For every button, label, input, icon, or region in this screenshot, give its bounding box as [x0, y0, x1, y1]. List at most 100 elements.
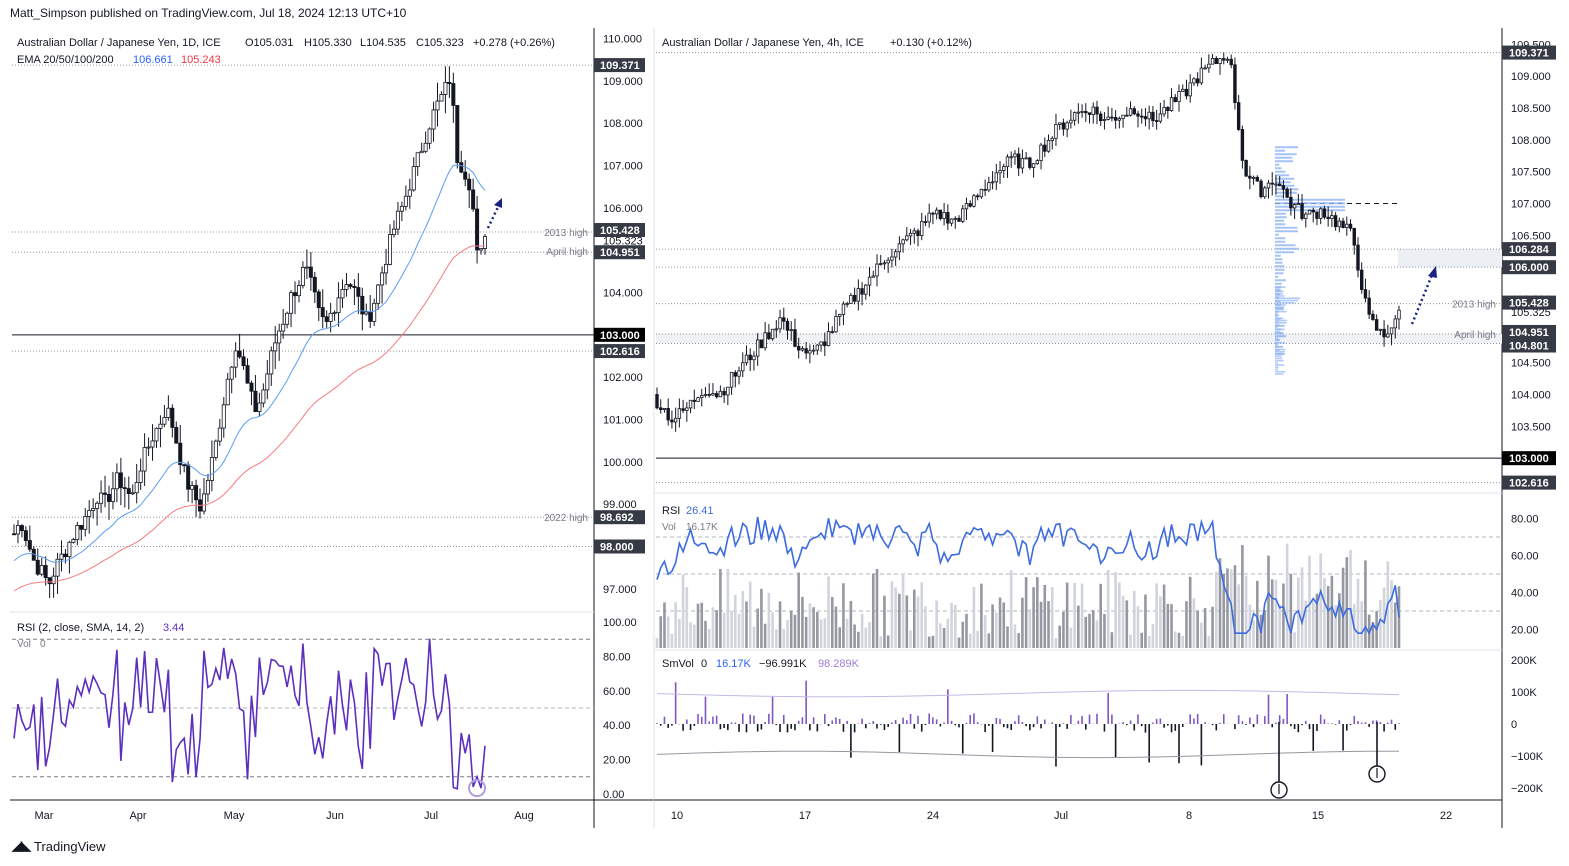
right-volume-bar: [845, 618, 849, 648]
right-volume-bar: [696, 603, 700, 648]
right-price-pane[interactable]: 109.500109.000108.500108.000107.500107.0…: [655, 39, 1556, 490]
right-price-label: 105.325: [1511, 307, 1551, 319]
left-candle-body: [106, 493, 111, 502]
right-candle-body: [1367, 297, 1371, 315]
right-volume-profile-bar: [1275, 348, 1286, 351]
right-rsi-pane[interactable]: 80.00 60.00 40.00 20.00: [655, 514, 1539, 649]
right-volume-bar: [1159, 596, 1162, 648]
right-vol-legend: Vol: [662, 522, 676, 533]
left-candle-body: [103, 492, 108, 495]
left-candle-body: [178, 442, 183, 466]
right-candle-body: [867, 276, 872, 286]
right-volume-bar: [670, 633, 674, 648]
left-legend-open: O105.031: [245, 37, 293, 49]
left-candle-body: [217, 427, 222, 442]
right-volume-bar: [819, 619, 823, 648]
right-candle-body: [752, 355, 756, 361]
right-volume-bar: [883, 595, 886, 648]
right-volume-bar: [719, 568, 722, 648]
right-candle-body: [1322, 208, 1327, 218]
left-price-label-text: 105.323: [603, 235, 643, 247]
right-candle-body: [975, 195, 980, 198]
right-candle-body: [1352, 227, 1356, 246]
right-volume-bar: [1241, 545, 1244, 648]
left-level-note: 2013 high: [544, 228, 588, 239]
right-candle-body: [841, 303, 846, 315]
right-volume-profile-bar: [1275, 216, 1287, 219]
left-candle-body: [249, 382, 254, 392]
left-rsi-oversold-circle-icon: [468, 779, 487, 798]
right-candle-body: [1140, 115, 1144, 118]
left-price-tick: 104.000: [603, 287, 643, 299]
right-volume-profile-bar: [1275, 282, 1282, 285]
right-price-label-bg: [1502, 242, 1556, 257]
left-rsi-pane[interactable]: 100.00 80.00 60.00 40.00 20.00 0.00 Mar Apr May J…: [12, 617, 637, 822]
left-candle-body: [43, 565, 48, 579]
right-candle-body: [1095, 106, 1099, 115]
right-candle-body: [1266, 182, 1271, 189]
right-volume-bar: [842, 583, 845, 648]
right-candle-body: [733, 372, 738, 377]
right-candle-body: [1166, 106, 1170, 112]
right-volume-profile-bar: [1275, 230, 1298, 233]
right-x-tick: 17: [799, 810, 811, 822]
right-candle-body: [677, 408, 682, 419]
right-candle-body: [1274, 183, 1278, 186]
right-candle-body: [908, 232, 913, 237]
right-candle-body: [1195, 78, 1200, 84]
right-smvol-pane[interactable]: 200K 100K 0 −100K −200K 10 17 24 Jul 8 15 22: [656, 655, 1544, 822]
right-volume-profile-bar: [1275, 261, 1283, 264]
right-volume-bar: [1270, 579, 1274, 648]
right-candle-body: [979, 188, 984, 198]
right-candle-body: [1020, 157, 1025, 169]
right-volume-bar: [905, 595, 909, 648]
right-volume-bar: [1330, 575, 1334, 648]
right-candle-body: [1281, 185, 1286, 190]
right-candle-body: [1016, 153, 1021, 169]
right-volume-bar: [1192, 598, 1196, 648]
right-candle-body: [1099, 113, 1103, 122]
right-volume-bar: [1390, 580, 1393, 648]
right-candle-body: [1154, 120, 1159, 122]
right-candle-body: [1057, 122, 1062, 125]
right-volume-bar: [912, 589, 916, 648]
right-candle-body: [931, 212, 935, 215]
right-candle-body: [964, 203, 969, 210]
right-candle-body: [942, 212, 946, 219]
right-volume-profile-bar: [1275, 313, 1278, 315]
right-volume-profile-bar: [1275, 321, 1287, 324]
right-volume-bar: [1181, 635, 1185, 648]
right-candle-body: [1147, 111, 1151, 120]
right-volume-profile-bar: [1275, 370, 1286, 373]
right-price-label-bg: [1502, 45, 1556, 60]
left-candle-body: [166, 407, 171, 418]
right-volume-profile-bar: [1275, 160, 1294, 163]
right-candle-body: [1177, 91, 1181, 103]
left-candle-body: [467, 178, 472, 191]
right-candle-body: [662, 408, 667, 411]
right-candle-body: [714, 393, 719, 398]
left-price-pane[interactable]: 110.000109.000108.000107.000106.000105.0…: [11, 33, 645, 599]
right-volume-bar: [1382, 587, 1386, 648]
left-price-tick: 106.000: [603, 203, 643, 215]
right-volume-bar: [1364, 560, 1367, 648]
right-volume-bar: [1047, 601, 1050, 648]
right-volume-bar: [711, 607, 715, 648]
right-candle-body: [1035, 160, 1040, 165]
right-candle-body: [957, 217, 961, 222]
right-candle-body: [886, 259, 890, 264]
right-volume-bar: [734, 594, 737, 648]
right-candle-body: [800, 348, 805, 351]
right-volume-profile-bar: [1275, 286, 1286, 288]
left-candle-body: [27, 540, 32, 550]
right-volume-profile-bar: [1275, 149, 1286, 152]
right-volume-bar: [1293, 632, 1296, 648]
right-price-label-text: 106.284: [1509, 244, 1550, 256]
left-price-label-bg: [594, 344, 645, 359]
right-volume-bar: [995, 612, 998, 648]
right-volume-bar: [916, 596, 920, 648]
right-volume-bar: [957, 637, 961, 648]
right-volume-bar: [1274, 579, 1278, 648]
right-price-label-bg: [1502, 295, 1556, 310]
